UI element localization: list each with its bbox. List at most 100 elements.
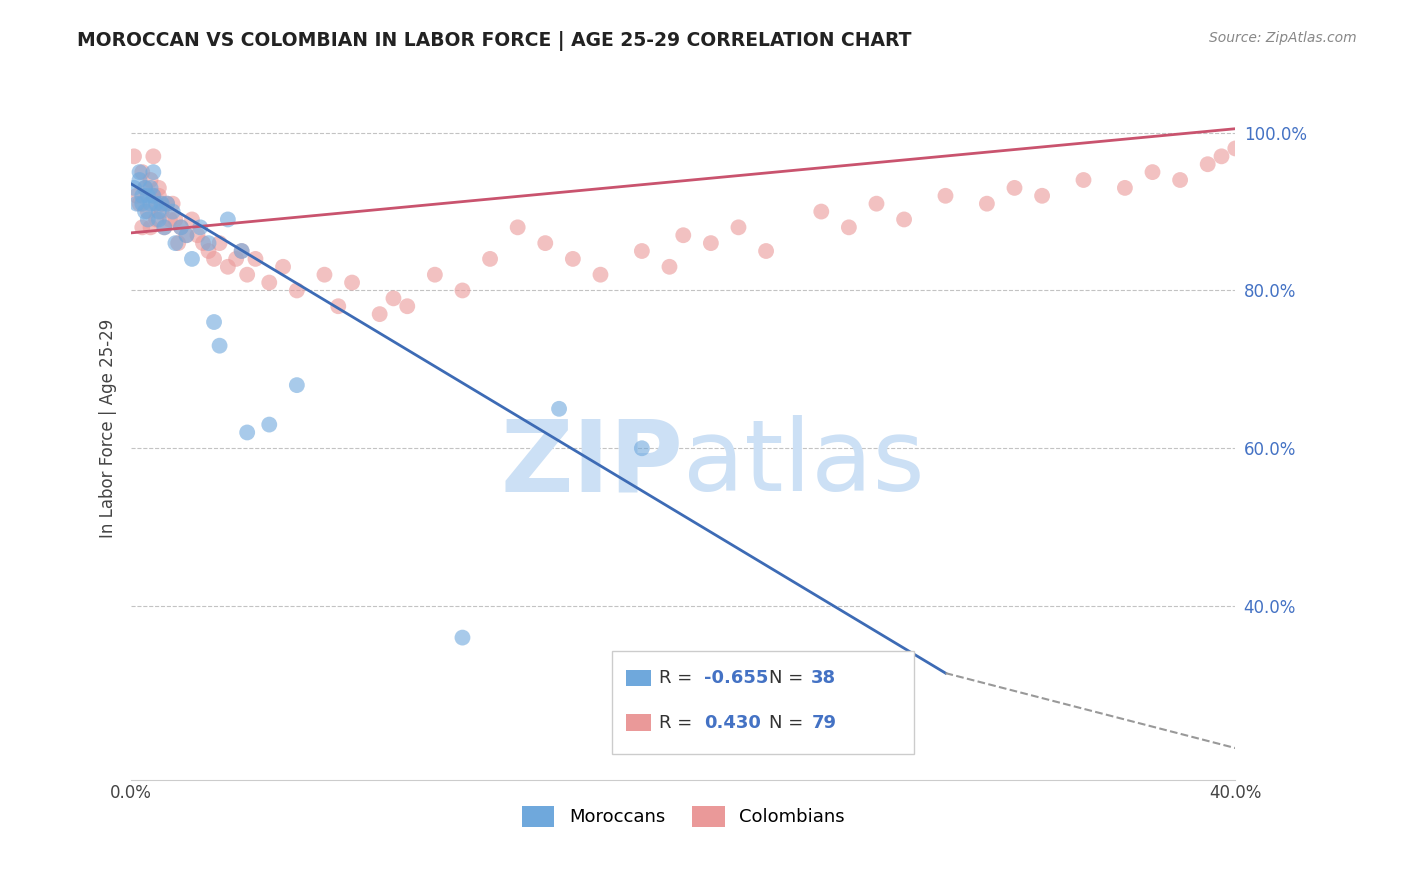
Point [1225, 141, 1247, 155]
Point [156, 196, 179, 211]
Point [150, 196, 173, 211]
Point [131, 165, 153, 179]
Point [188, 220, 211, 235]
Point [150, 196, 173, 211]
Point [139, 196, 162, 211]
Point [167, 236, 190, 251]
Point [145, 212, 167, 227]
Point [810, 701, 832, 715]
Text: N =: N = [769, 669, 808, 687]
Point [259, 276, 281, 290]
Point [225, 252, 247, 266]
Point [700, 236, 723, 251]
Y-axis label: In Labor Force | Age 25-29: In Labor Force | Age 25-29 [100, 319, 117, 538]
Point [145, 196, 167, 211]
Point [139, 173, 162, 187]
Point [148, 212, 170, 227]
Point [1211, 149, 1233, 163]
Point [1142, 165, 1164, 179]
Point [1334, 299, 1357, 313]
Point [1073, 173, 1095, 187]
Point [139, 181, 162, 195]
Point [1251, 244, 1274, 258]
Text: R =: R = [659, 714, 704, 731]
Point [1114, 181, 1136, 195]
Point [451, 631, 474, 645]
Text: ZIP: ZIP [501, 415, 683, 512]
Point [631, 244, 654, 258]
Point [142, 165, 165, 179]
Point [176, 228, 198, 243]
Point [1237, 260, 1260, 274]
Point [865, 196, 887, 211]
Point [170, 220, 193, 235]
Point [1168, 173, 1191, 187]
Point [382, 291, 405, 305]
Point [236, 268, 259, 282]
Text: 0.430: 0.430 [704, 714, 761, 731]
Point [128, 173, 150, 187]
Text: Source: ZipAtlas.com: Source: ZipAtlas.com [1209, 31, 1357, 45]
Point [479, 252, 502, 266]
Point [142, 188, 165, 202]
Point [131, 196, 153, 211]
Point [128, 165, 150, 179]
Point [153, 220, 176, 235]
Point [145, 196, 167, 211]
Point [162, 196, 184, 211]
Point [181, 212, 204, 227]
Point [1197, 157, 1219, 171]
Point [534, 236, 557, 251]
Point [197, 244, 219, 258]
Point [136, 188, 159, 202]
Point [159, 212, 181, 227]
Point [186, 228, 208, 243]
Point [271, 260, 294, 274]
Point [506, 220, 529, 235]
Point [1320, 276, 1343, 290]
Text: R =: R = [659, 669, 699, 687]
Point [810, 204, 832, 219]
Text: 38: 38 [811, 669, 837, 687]
Text: atlas: atlas [683, 415, 925, 512]
Text: 79: 79 [811, 714, 837, 731]
Point [139, 220, 162, 235]
Point [672, 228, 695, 243]
Point [259, 417, 281, 432]
Legend: Moroccans, Colombians: Moroccans, Colombians [515, 798, 852, 834]
Point [153, 220, 176, 235]
Point [755, 244, 778, 258]
Point [368, 307, 391, 321]
Point [156, 196, 179, 211]
Point [136, 204, 159, 219]
Point [631, 442, 654, 456]
Point [128, 196, 150, 211]
Point [1031, 188, 1053, 202]
Point [148, 188, 170, 202]
Point [285, 378, 308, 392]
Point [245, 252, 267, 266]
Point [122, 149, 145, 163]
Point [236, 425, 259, 440]
Point [134, 204, 156, 219]
Text: -0.655: -0.655 [704, 669, 769, 687]
Point [976, 196, 998, 211]
Point [548, 401, 571, 416]
Point [328, 299, 350, 313]
Point [727, 220, 749, 235]
Point [197, 236, 219, 251]
Text: N =: N = [769, 714, 808, 731]
Point [176, 228, 198, 243]
Point [340, 276, 363, 290]
Point [1279, 284, 1302, 298]
Point [162, 204, 184, 219]
Point [125, 196, 148, 211]
Point [131, 220, 153, 235]
Point [893, 212, 915, 227]
Point [396, 299, 419, 313]
Point [1306, 291, 1329, 305]
Point [136, 212, 159, 227]
Point [934, 188, 956, 202]
Point [285, 284, 308, 298]
Point [170, 220, 193, 235]
